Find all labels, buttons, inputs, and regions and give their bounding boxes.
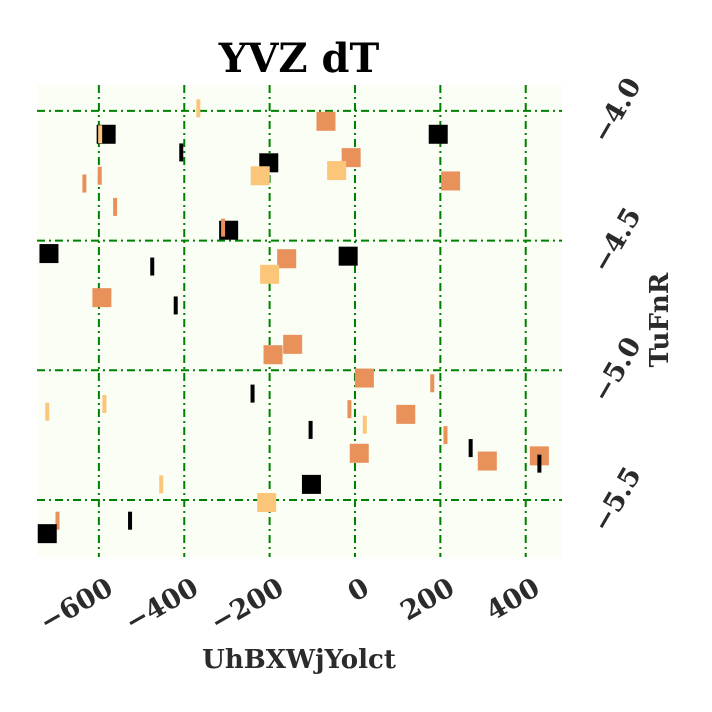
data-point-square xyxy=(257,493,277,513)
y-tick-label: −5.5 xyxy=(586,462,648,538)
y-axis-ticks: −4.0 −4.5 −5.0 −5.5 xyxy=(586,73,648,538)
data-point-bar xyxy=(196,99,201,118)
data-point-square xyxy=(477,451,497,471)
x-tick-label: 200 xyxy=(396,572,460,627)
y-axis-label: TuFnR xyxy=(645,272,675,367)
data-point-bar xyxy=(179,143,184,162)
data-point-square xyxy=(316,111,336,131)
data-point-square xyxy=(396,404,416,424)
y-tick-label: −4.5 xyxy=(586,202,648,278)
data-point-bar xyxy=(430,374,435,393)
data-point-square xyxy=(37,524,57,544)
data-point-square xyxy=(250,166,270,186)
data-point-square xyxy=(341,148,361,168)
data-point-bar xyxy=(443,426,448,445)
data-point-bar xyxy=(102,394,107,413)
data-point-square xyxy=(338,246,358,266)
data-point-square xyxy=(441,171,461,191)
data-point-bar xyxy=(362,415,367,434)
x-tick-label: 400 xyxy=(481,572,545,627)
data-point-square xyxy=(283,334,303,354)
data-point-square xyxy=(260,264,280,284)
data-point-square xyxy=(428,124,448,144)
plot-area xyxy=(37,85,562,557)
y-tick-label: −4.0 xyxy=(586,73,648,149)
data-point-bar xyxy=(113,197,118,216)
data-point-bar xyxy=(468,439,473,458)
data-point-bar xyxy=(150,257,155,276)
x-tick-label: −600 xyxy=(34,572,118,638)
data-point-bar xyxy=(128,511,133,530)
data-point-square xyxy=(263,345,283,365)
data-point-bar xyxy=(97,166,102,185)
data-point-square xyxy=(327,161,347,181)
data-point-square xyxy=(39,244,59,264)
data-point-bar xyxy=(55,511,60,530)
data-point-bar xyxy=(98,125,103,144)
data-point-bar xyxy=(82,174,87,193)
data-point-bar xyxy=(250,384,255,403)
data-point-bar xyxy=(537,454,542,473)
data-point-square xyxy=(277,249,297,269)
x-tick-label: −200 xyxy=(205,572,289,638)
data-point-bar xyxy=(221,218,226,237)
data-points xyxy=(37,99,549,544)
y-tick-label: −5.0 xyxy=(586,332,648,408)
data-point-square xyxy=(92,288,112,308)
x-tick-label: 0 xyxy=(343,572,375,608)
x-tick-label: −400 xyxy=(120,572,204,638)
data-point-bar xyxy=(347,400,352,419)
data-point-bar xyxy=(308,420,313,439)
data-point-bar xyxy=(159,475,164,494)
x-axis-ticks: −600 −400 −200 0 200 400 xyxy=(34,572,545,638)
data-point-square xyxy=(354,368,374,388)
data-point-bar xyxy=(173,296,178,315)
data-point-square xyxy=(301,474,321,494)
data-point-square xyxy=(349,443,369,463)
chart-title: YVZ dT xyxy=(218,35,380,82)
data-point-bar xyxy=(45,402,50,421)
x-axis-label: UhBXWjYolct xyxy=(202,645,396,675)
